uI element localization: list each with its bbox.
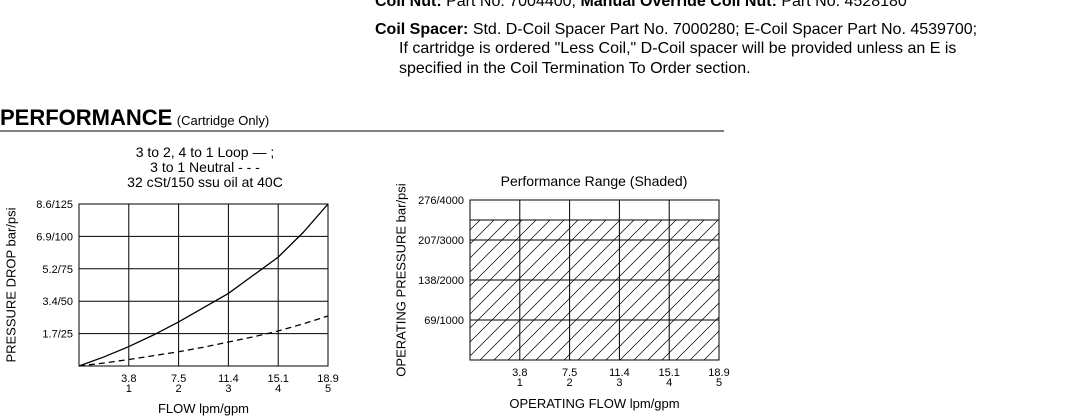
x-tick-label: 18.9: [317, 373, 338, 385]
x-tick-label: 15.1: [267, 373, 288, 385]
curve: [78, 203, 329, 367]
section-title: PERFORMANCE: [0, 105, 172, 130]
plot-frame: [78, 203, 329, 367]
x-tick-label: 3: [225, 383, 231, 395]
y-tick-label: 5.2/75: [42, 264, 73, 276]
x-tick-label: 18.9: [708, 367, 729, 379]
y-tick-label: 69/1000: [424, 315, 464, 327]
section-subtitle: (Cartridge Only): [177, 113, 269, 128]
x-tick-label: 7.5: [562, 367, 577, 379]
x-tick-label: 3: [616, 377, 622, 389]
x-axis-label: FLOW lpm/gpm: [158, 401, 249, 416]
y-tick-label: 138/2000: [418, 275, 464, 287]
x-tick-label: 5: [325, 383, 331, 395]
chart-title: 3 to 1 Neutral - - -: [150, 159, 260, 175]
x-tick-label: 3.8: [512, 367, 527, 379]
text-line: If cartridge is ordered "Less Coil," D-C…: [399, 40, 956, 57]
coil-nut-line: Coil Nut: Part No. 7004400; Manual Overr…: [375, 0, 907, 10]
x-tick-label: 7.5: [171, 373, 186, 385]
y-tick-label: 8.6/125: [36, 199, 73, 211]
x-tick-label: 1: [126, 383, 132, 395]
x-tick-label: 2: [176, 383, 182, 395]
plot-frame: [469, 199, 720, 361]
label: Coil Nut:: [375, 0, 442, 10]
text: Std. D-Coil Spacer Part No. 7000280; E-C…: [473, 21, 977, 38]
y-tick-label: 6.9/100: [36, 231, 73, 243]
x-tick-label: 3.8: [121, 373, 136, 385]
text: Part No. 7004400;: [446, 0, 576, 10]
x-tick-label: 1: [517, 377, 523, 389]
x-tick-label: 4: [275, 383, 281, 395]
coil-spacer-line: Coil Spacer: Std. D-Coil Spacer Part No.…: [375, 21, 977, 38]
chart-title: 32 cSt/150 ssu oil at 40C: [127, 174, 283, 190]
section-heading: PERFORMANCE (Cartridge Only): [0, 105, 269, 130]
shaded-range: [469, 219, 720, 361]
y-tick-label: 207/3000: [418, 235, 464, 247]
x-tick-label: 2: [567, 377, 573, 389]
x-tick-label: 11.4: [609, 367, 630, 379]
y-axis-label: OPERATING PRESSURE bar/psi: [393, 183, 408, 376]
text: Part No. 4528180: [781, 0, 907, 10]
curve: [78, 315, 329, 367]
x-tick-label: 11.4: [218, 373, 239, 385]
y-tick-label: 3.4/50: [42, 296, 73, 308]
label: Coil Spacer:: [375, 21, 468, 38]
chart-title: Performance Range (Shaded): [501, 173, 688, 189]
x-tick-label: 4: [666, 377, 672, 389]
y-tick-label: 276/4000: [418, 195, 464, 207]
x-tick-label: 5: [716, 377, 722, 389]
chart-title: 3 to 2, 4 to 1 Loop — ;: [136, 144, 275, 160]
x-tick-label: 15.1: [658, 367, 679, 379]
y-axis-label: PRESSURE DROP bar/psi: [3, 207, 18, 362]
label: Manual Override Coil Nut:: [580, 0, 776, 10]
x-axis-label: OPERATING FLOW lpm/gpm: [509, 396, 679, 411]
y-tick-label: 1.7/25: [42, 329, 73, 341]
text-line: specified in the Coil Termination To Ord…: [399, 60, 751, 77]
